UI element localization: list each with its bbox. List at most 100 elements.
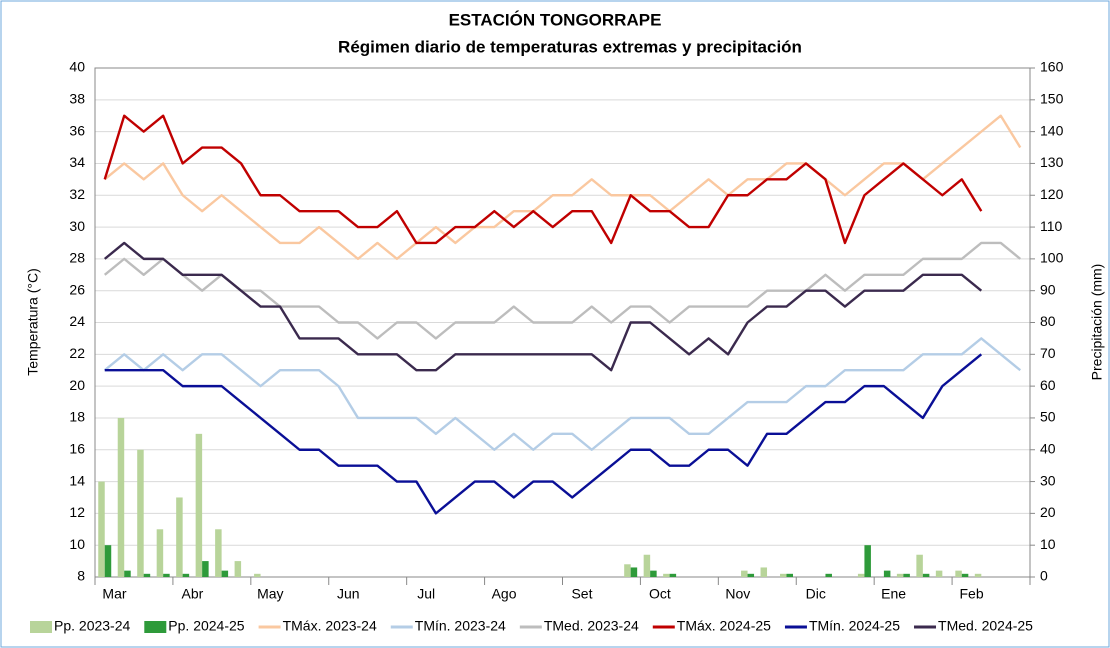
legend-label: TMed. 2023-24 [544,618,639,634]
y2-axis-title: Precipitación (mm) [1089,264,1105,381]
temperature-line [103,241,1022,340]
precip-bar [630,567,638,577]
y2-tick-label: 30 [1040,472,1056,488]
x-tick-label: Dic [806,586,826,602]
temperature-line [103,337,1022,451]
x-tick-label: Mar [102,586,126,602]
y2-tick-label: 60 [1040,377,1056,393]
temperature-line [103,114,1022,261]
y-tick-label: 30 [69,218,85,234]
precip-bar [955,570,962,577]
x-tick-label: Ene [881,586,906,602]
legend-label: TMín. 2024-25 [809,618,900,634]
precip-bar [916,554,923,577]
precip-bar [624,564,631,577]
x-tick-label: Set [571,586,592,602]
temperature-line [103,241,983,372]
y-tick-label: 34 [69,154,85,170]
y-tick-label: 38 [69,91,85,107]
y-tick-label: 10 [69,536,85,552]
precip-bar [896,573,904,577]
precip-bar [760,567,768,577]
legend-swatch [30,621,52,633]
y2-tick-label: 90 [1040,281,1056,297]
precip-bar [98,481,105,577]
legend-swatch [144,621,167,633]
precip-bar [195,433,203,577]
precip-bar [974,573,982,577]
y-tick-label: 18 [69,409,85,425]
y-tick-label: 36 [69,122,85,138]
precip-bar [215,529,222,577]
precip-bar [124,570,131,577]
precip-bar [650,570,657,577]
precip-bar [935,570,943,577]
y2-tick-label: 70 [1040,345,1056,361]
y2-tick-label: 110 [1040,218,1063,234]
y-tick-label: 12 [69,504,85,520]
x-tick-label: Abr [181,586,203,602]
y-tick-label: 16 [69,440,85,456]
y-tick-label: 28 [69,250,85,266]
precip-bar [825,573,832,577]
precip-bar [741,570,748,577]
precip-bar [663,573,670,577]
precip-bar [137,449,144,577]
y2-tick-label: 40 [1040,440,1056,456]
legend-label: TMáx. 2024-25 [677,618,771,634]
precip-bar [643,554,651,577]
legend-label: Pp. 2023-24 [54,618,130,634]
x-tick-label: Feb [960,586,984,602]
precip-bar [254,573,261,577]
precip-bar [961,573,969,577]
precip-bar [903,573,910,577]
x-tick-label: May [257,586,283,602]
y2-tick-label: 100 [1040,250,1064,266]
chart-title: ESTACIÓN TONGORRAPE [449,10,662,29]
y2-tick-label: 0 [1040,568,1048,584]
y2-tick-label: 140 [1040,122,1064,138]
legend-label: Pp. 2024-25 [168,618,244,634]
temperature-line [104,353,983,515]
precip-bar [234,561,242,577]
y-tick-label: 20 [69,377,85,393]
legend-label: TMín. 2023-24 [415,618,506,634]
y-tick-label: 40 [69,59,85,75]
y2-tick-label: 20 [1040,504,1056,520]
precip-bar [104,545,112,577]
chart-subtitle: Régimen diario de temperaturas extremas … [338,37,802,56]
y2-tick-label: 160 [1040,59,1064,75]
y-axis-title: Temperatura (°C) [25,268,41,376]
y-tick-label: 14 [69,472,85,488]
x-tick-label: Jun [337,586,360,602]
precip-bar [182,573,190,577]
y-tick-label: 24 [69,313,85,329]
precip-bar [786,573,794,577]
precip-bar [202,561,209,577]
x-tick-label: Ago [492,586,517,602]
x-tick-label: Oct [649,586,671,602]
precip-bar [857,573,865,577]
precip-bar [883,570,891,577]
y-tick-label: 32 [69,186,85,202]
y2-tick-label: 10 [1040,536,1056,552]
precip-bar [156,529,164,577]
legend-label: TMáx. 2023-24 [283,618,377,634]
y-tick-label: 8 [77,568,85,584]
precip-bar [669,573,677,577]
precip-bar [922,573,930,577]
x-tick-label: Jul [417,586,435,602]
precip-bar [780,573,787,577]
temperature-line [103,114,983,245]
precip-bar [747,573,755,577]
y2-tick-label: 80 [1040,313,1056,329]
precip-bar [117,417,125,577]
legend-label: TMed. 2024-25 [938,618,1033,634]
y-tick-label: 22 [69,345,85,361]
y2-tick-label: 50 [1040,409,1056,425]
precip-bar [864,545,871,577]
y2-tick-label: 130 [1040,154,1064,170]
y2-tick-label: 120 [1040,186,1064,202]
